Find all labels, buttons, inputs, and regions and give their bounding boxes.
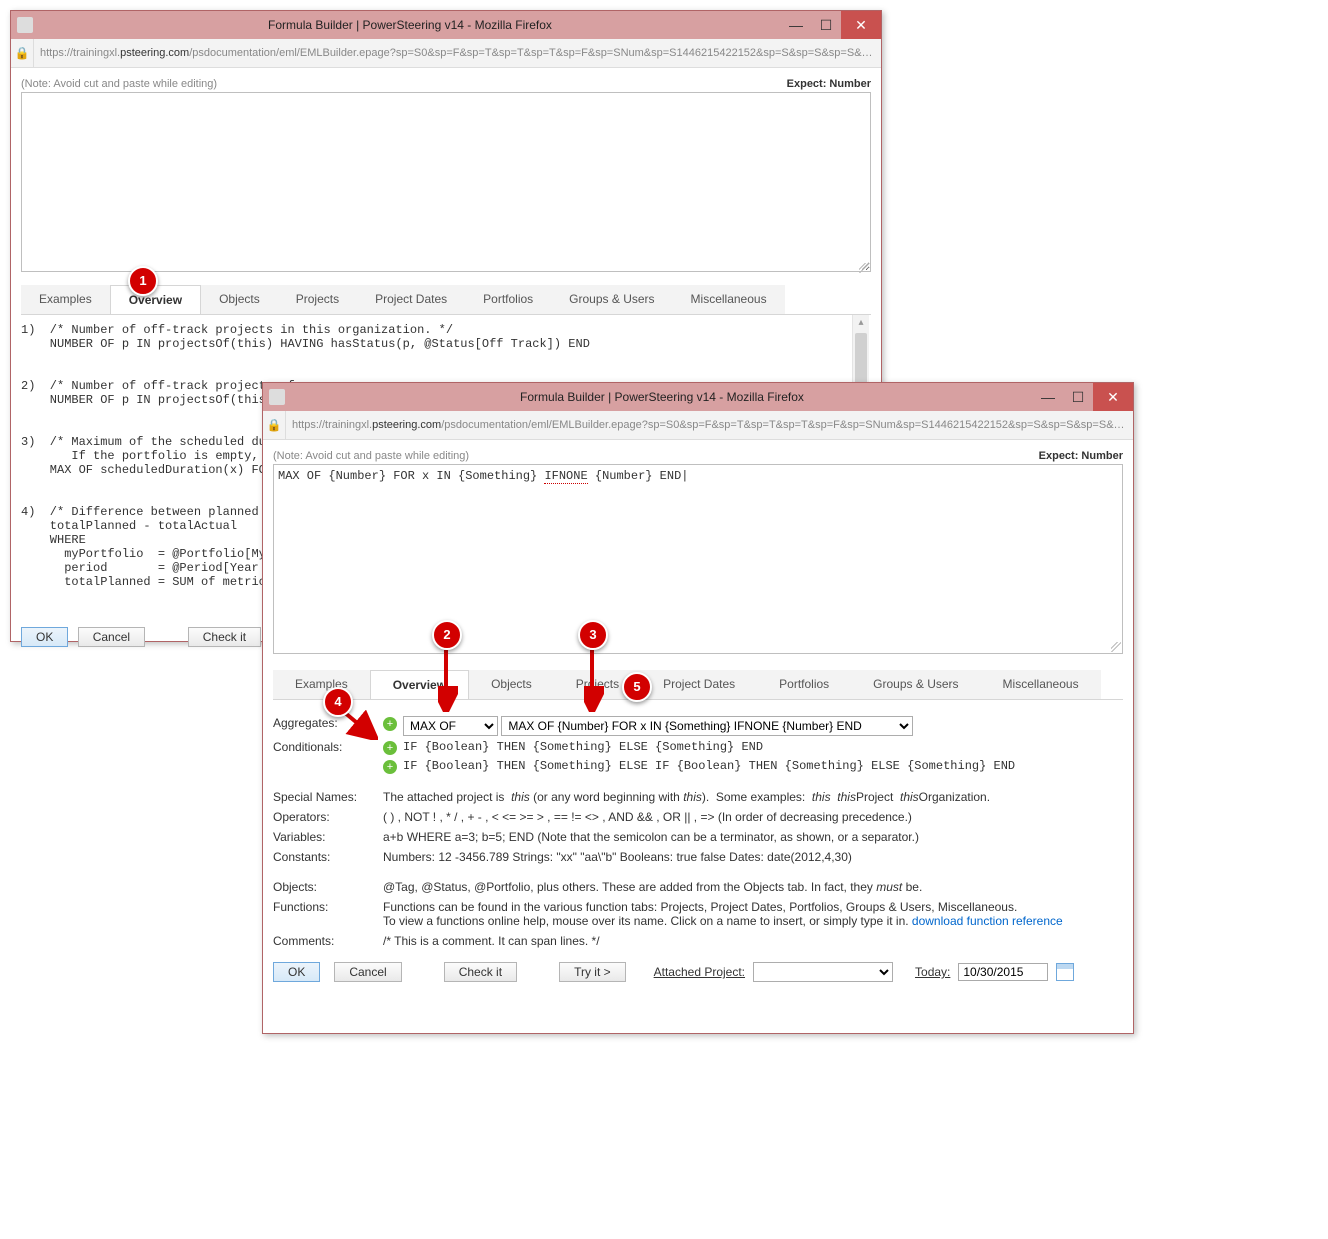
- callout-1: 1: [128, 266, 158, 296]
- conditionals-label: Conditionals:: [273, 740, 383, 754]
- conditionals-add-icon-1[interactable]: +: [383, 741, 397, 755]
- url-text: https://trainingxl.psteering.com/psdocum…: [286, 419, 1133, 431]
- ok-button[interactable]: OK: [273, 962, 320, 982]
- conditional-template-1[interactable]: IF {Boolean} THEN {Something} ELSE {Some…: [403, 740, 1123, 754]
- tab-objects[interactable]: Objects: [201, 285, 278, 315]
- tab-examples[interactable]: Examples: [273, 670, 370, 700]
- aggregates-label: Aggregates:: [273, 716, 383, 730]
- callout-2: 2: [432, 620, 462, 650]
- window-title: Formula Builder | PowerSteering v14 - Mo…: [39, 18, 781, 32]
- lock-icon: 🔒: [11, 39, 34, 67]
- cancel-button[interactable]: Cancel: [334, 962, 401, 982]
- firefox-icon: [17, 17, 33, 33]
- editor-note: (Note: Avoid cut and paste while editing…: [273, 450, 469, 462]
- functions-value: Functions can be found in the various fu…: [383, 900, 1123, 928]
- tab-groups-users[interactable]: Groups & Users: [851, 670, 980, 700]
- check-it-button[interactable]: Check it: [188, 627, 261, 647]
- formula-editor[interactable]: [21, 92, 871, 272]
- constants-value: Numbers: 12 -3456.789 Strings: "xx" "aa\…: [383, 850, 1123, 864]
- conditionals-add-icon-2[interactable]: +: [383, 760, 397, 774]
- maximize-button[interactable]: ☐: [811, 11, 841, 39]
- special-names-label: Special Names:: [273, 790, 383, 804]
- close-button[interactable]: ✕: [1093, 383, 1133, 411]
- operators-value: ( ) , NOT ! , * / , + - , < <= >= > , ==…: [383, 810, 1123, 824]
- variables-value: a+b WHERE a=3; b=5; END (Note that the s…: [383, 830, 1123, 844]
- callout-5: 5: [622, 672, 652, 702]
- firefox-icon: [269, 389, 285, 405]
- comments-label: Comments:: [273, 934, 383, 948]
- aggregates-row: Aggregates: + MAX OF MAX OF {Number} FOR…: [273, 716, 1123, 774]
- url-text: https://trainingxl.psteering.com/psdocum…: [34, 47, 881, 59]
- download-function-reference-link[interactable]: download function reference: [912, 914, 1063, 928]
- functions-label: Functions:: [273, 900, 383, 928]
- scroll-up-icon[interactable]: ▴: [853, 315, 869, 331]
- constants-label: Constants:: [273, 850, 383, 864]
- content-area: (Note: Avoid cut and paste while editing…: [263, 440, 1133, 992]
- tab-project-dates[interactable]: Project Dates: [357, 285, 465, 315]
- tab-objects[interactable]: Objects: [469, 670, 554, 700]
- expect-label: Expect: Number: [1039, 450, 1123, 462]
- variables-label: Variables:: [273, 830, 383, 844]
- today-date-input[interactable]: [958, 963, 1048, 981]
- window-controls: — ☐ ✕: [1033, 383, 1133, 411]
- expect-label: Expect: Number: [787, 78, 871, 90]
- bottom-button-row: OK Cancel Check it Try it > Attached Pro…: [273, 962, 1123, 982]
- minimize-button[interactable]: —: [1033, 383, 1063, 411]
- tab-overview[interactable]: Overview: [370, 670, 469, 700]
- callout-4: 4: [323, 687, 353, 717]
- tab-body: Aggregates: + MAX OF MAX OF {Number} FOR…: [273, 699, 1123, 982]
- check-it-button[interactable]: Check it: [444, 962, 517, 982]
- aggregates-template-select[interactable]: MAX OF {Number} FOR x IN {Something} IFN…: [501, 716, 913, 736]
- editor-note: (Note: Avoid cut and paste while editing…: [21, 78, 217, 90]
- objects-label: Objects:: [273, 880, 383, 894]
- tab-projects[interactable]: Projects: [278, 285, 357, 315]
- attached-project-label: Attached Project:: [654, 965, 745, 979]
- reference-list: Special Names: The attached project is t…: [273, 790, 1123, 948]
- aggregates-add-icon[interactable]: +: [383, 717, 397, 731]
- close-button[interactable]: ✕: [841, 11, 881, 39]
- today-label: Today:: [915, 965, 950, 979]
- cancel-button[interactable]: Cancel: [78, 627, 145, 647]
- tab-examples[interactable]: Examples: [21, 285, 110, 315]
- attached-project-select[interactable]: [753, 962, 893, 982]
- objects-value: @Tag, @Status, @Portfolio, plus others. …: [383, 880, 1123, 894]
- tab-project-dates[interactable]: Project Dates: [641, 670, 757, 700]
- formula-editor[interactable]: MAX OF {Number} FOR x IN {Something} IFN…: [273, 464, 1123, 654]
- try-it-button[interactable]: Try it >: [559, 962, 626, 982]
- conditional-template-2[interactable]: IF {Boolean} THEN {Something} ELSE IF {B…: [403, 759, 1123, 773]
- maximize-button[interactable]: ☐: [1063, 383, 1093, 411]
- titlebar[interactable]: Formula Builder | PowerSteering v14 - Mo…: [11, 11, 881, 39]
- titlebar[interactable]: Formula Builder | PowerSteering v14 - Mo…: [263, 383, 1133, 411]
- window-controls: — ☐ ✕: [781, 11, 881, 39]
- lock-icon: 🔒: [263, 411, 286, 439]
- window-title: Formula Builder | PowerSteering v14 - Mo…: [291, 390, 1033, 404]
- tab-portfolios[interactable]: Portfolios: [465, 285, 551, 315]
- tab-miscellaneous[interactable]: Miscellaneous: [981, 670, 1101, 700]
- calendar-icon[interactable]: [1056, 963, 1074, 981]
- ok-button[interactable]: OK: [21, 627, 68, 647]
- tab-miscellaneous[interactable]: Miscellaneous: [673, 285, 785, 315]
- special-names-value: The attached project is this (or any wor…: [383, 790, 1123, 804]
- comments-value: /* This is a comment. It can span lines.…: [383, 934, 1123, 948]
- tabs: Examples Overview Objects Projects Proje…: [273, 670, 1123, 700]
- minimize-button[interactable]: —: [781, 11, 811, 39]
- address-bar[interactable]: 🔒 https://trainingxl.psteering.com/psdoc…: [263, 411, 1133, 440]
- resize-handle[interactable]: [1111, 642, 1121, 652]
- callout-3: 3: [578, 620, 608, 650]
- aggregates-select[interactable]: MAX OF: [403, 716, 498, 736]
- firefox-window-2: Formula Builder | PowerSteering v14 - Mo…: [262, 382, 1134, 1034]
- address-bar[interactable]: 🔒 https://trainingxl.psteering.com/psdoc…: [11, 39, 881, 68]
- resize-handle[interactable]: [859, 263, 869, 273]
- tab-overview[interactable]: Overview: [110, 285, 201, 315]
- tab-portfolios[interactable]: Portfolios: [757, 670, 851, 700]
- tab-groups-users[interactable]: Groups & Users: [551, 285, 672, 315]
- operators-label: Operators:: [273, 810, 383, 824]
